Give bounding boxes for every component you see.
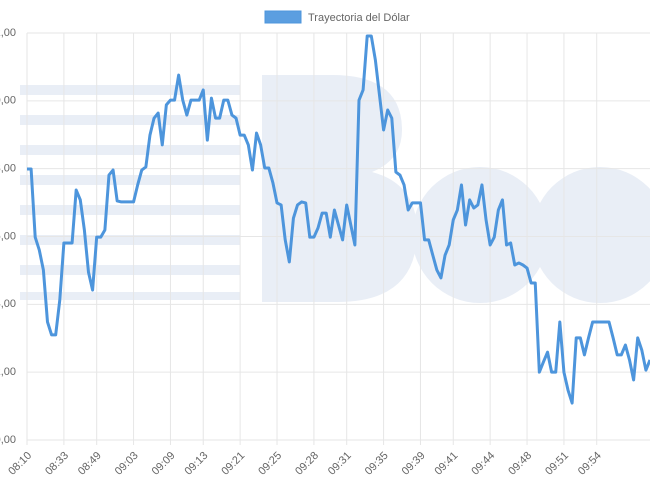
x-tick-label: 09:09 xyxy=(150,450,178,478)
y-tick-label: 0,00 xyxy=(0,434,16,446)
x-tick-label: 09:41 xyxy=(432,450,460,478)
x-tick-label: 08:33 xyxy=(43,450,71,478)
x-tick-label: 09:31 xyxy=(326,450,354,478)
x-tick-label: 09:48 xyxy=(506,450,534,478)
x-tick-label: 09:35 xyxy=(363,450,391,478)
legend-swatch xyxy=(264,10,302,24)
y-tick-label: 0,00 xyxy=(0,95,16,107)
y-tick-label: 2,00 xyxy=(0,366,16,378)
watermark xyxy=(20,75,650,303)
y-tick-label: 2,00 xyxy=(0,27,16,39)
x-tick-label: 08:10 xyxy=(6,450,34,478)
y-tick-label: 6,00 xyxy=(0,230,16,242)
x-tick-label: 09:44 xyxy=(469,450,497,478)
y-tick-label: 8,00 xyxy=(0,163,16,175)
x-tick-label: 08:49 xyxy=(76,450,104,478)
x-tick-label: 09:21 xyxy=(219,450,247,478)
x-tick-label: 09:28 xyxy=(293,450,321,478)
x-tick-label: 09:25 xyxy=(256,450,284,478)
data-line xyxy=(27,34,650,405)
x-tick-label: 09:39 xyxy=(400,450,428,478)
legend-label: Trayectoria del Dólar xyxy=(308,12,410,24)
x-tick-label: 09:13 xyxy=(182,450,210,478)
x-tick-label: 09:54 xyxy=(576,450,604,478)
x-tick-label: 09:03 xyxy=(113,450,141,478)
x-tick-label: 09:51 xyxy=(543,450,571,478)
y-tick-label: 4,00 xyxy=(0,298,16,310)
